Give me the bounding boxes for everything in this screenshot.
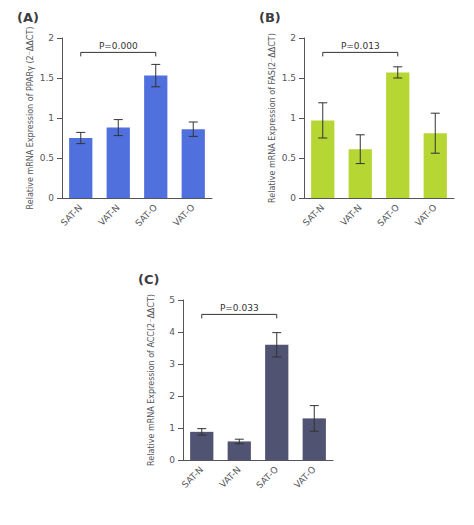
svg-text:SAT-N: SAT-N: [59, 202, 84, 227]
svg-text:VAT-N: VAT-N: [339, 202, 364, 227]
svg-text:SAT-O: SAT-O: [375, 202, 401, 228]
svg-text:0.5: 0.5: [40, 153, 54, 163]
svg-text:VAT-N: VAT-N: [218, 464, 243, 489]
svg-text:1.5: 1.5: [282, 73, 296, 83]
svg-text:VAT-O: VAT-O: [413, 202, 439, 228]
svg-text:Relative mRNA Expression of FA: Relative mRNA Expression of FAS(2⁻ΔΔCT): [268, 33, 277, 203]
svg-text:1: 1: [48, 113, 54, 123]
svg-text:0: 0: [169, 455, 175, 465]
svg-text:1: 1: [169, 423, 175, 433]
svg-text:P=0.033: P=0.033: [220, 303, 259, 313]
svg-text:Relative mRNA Expression of PP: Relative mRNA Expression of PPARγ (2⁻ΔΔC…: [26, 27, 35, 210]
svg-text:SAT-O: SAT-O: [133, 202, 159, 228]
svg-text:1.5: 1.5: [40, 73, 54, 83]
svg-text:0: 0: [290, 193, 296, 203]
svg-text:0.5: 0.5: [282, 153, 296, 163]
svg-text:SAT-N: SAT-N: [301, 202, 326, 227]
svg-text:5: 5: [169, 295, 175, 305]
svg-text:P=0.013: P=0.013: [341, 41, 380, 51]
svg-text:1: 1: [290, 113, 296, 123]
svg-text:VAT-O: VAT-O: [171, 202, 197, 228]
svg-text:(A): (A): [17, 10, 39, 25]
svg-text:P=0.000: P=0.000: [99, 41, 138, 51]
svg-text:2: 2: [169, 391, 175, 401]
svg-text:VAT-N: VAT-N: [97, 202, 122, 227]
svg-text:SAT-O: SAT-O: [254, 464, 280, 490]
svg-text:2: 2: [48, 33, 54, 43]
svg-text:4: 4: [169, 327, 175, 337]
svg-text:Relative mRNA Expression of AC: Relative mRNA Expression of ACC(2⁻ΔΔCT): [147, 294, 156, 466]
svg-text:(C): (C): [138, 272, 159, 287]
svg-text:0: 0: [48, 193, 54, 203]
svg-text:VAT-O: VAT-O: [292, 464, 318, 490]
svg-text:(B): (B): [259, 10, 281, 25]
svg-text:3: 3: [169, 359, 175, 369]
svg-text:2: 2: [290, 33, 296, 43]
svg-text:SAT-N: SAT-N: [180, 464, 205, 489]
